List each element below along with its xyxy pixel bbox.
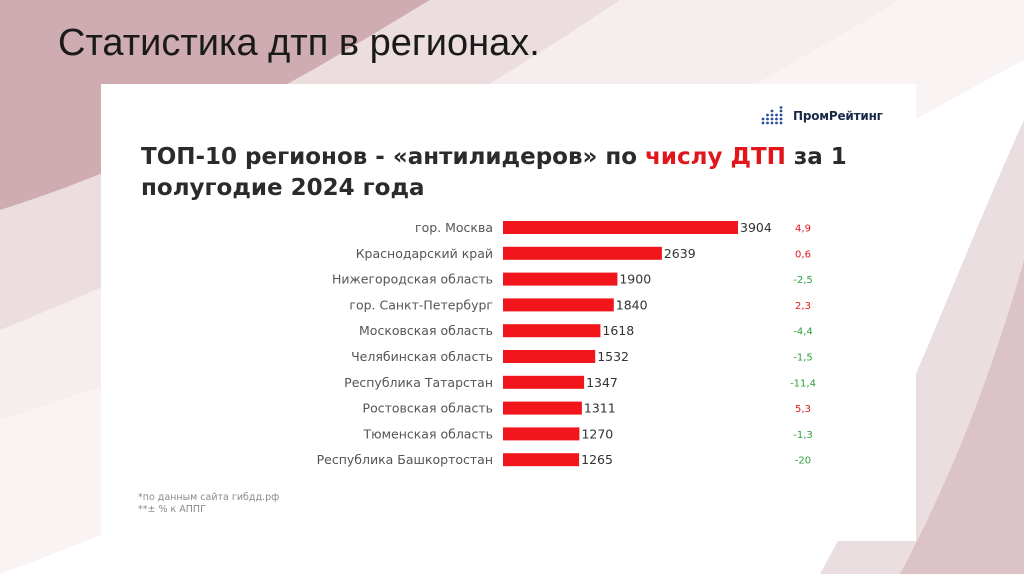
chart-title: ТОП-10 регионов - «антилидеров» по числу… bbox=[141, 142, 881, 204]
bar bbox=[503, 427, 580, 441]
bar bbox=[503, 453, 580, 467]
change-label: 4,9 bbox=[795, 224, 811, 235]
change-label: 2,3 bbox=[795, 301, 811, 312]
change-label: -1,3 bbox=[793, 430, 813, 441]
change-label: 5,3 bbox=[795, 404, 811, 415]
bar-value-label: 1270 bbox=[581, 426, 613, 441]
change-label: 0,6 bbox=[795, 249, 811, 260]
bar-value-label: 1900 bbox=[619, 272, 651, 287]
bar bbox=[503, 246, 662, 260]
bar bbox=[503, 272, 618, 286]
bar-value-label: 1618 bbox=[602, 323, 634, 338]
category-label: гор. Санкт-Петербург bbox=[349, 297, 493, 312]
category-label: гор. Москва bbox=[415, 220, 493, 235]
bar-chart: гор. Москва 3904 4,9 Краснодарский край 2639… bbox=[317, 220, 816, 467]
category-label: Челябинская область bbox=[351, 349, 493, 364]
bar bbox=[503, 298, 614, 312]
bar-value-label: 1840 bbox=[616, 297, 648, 312]
bar bbox=[503, 375, 585, 389]
footnote-source: *по данным сайта гибдд.рф bbox=[138, 492, 280, 503]
bar-value-label: 2639 bbox=[664, 246, 696, 261]
brand-logo: ПромРейтинг bbox=[761, 106, 883, 126]
category-label: Республика Башкортостан bbox=[317, 452, 493, 467]
footnote-legend: **± % к АППГ bbox=[138, 504, 206, 515]
bar bbox=[503, 350, 596, 363]
bar bbox=[503, 324, 601, 338]
footnotes: *по данным сайта гибдд.рф **± % к АППГ bbox=[138, 492, 279, 516]
chart-title-part2: за 1 полугодие 2024 года bbox=[141, 144, 847, 201]
brand-name: ПромРейтинг bbox=[793, 109, 883, 123]
bar-value-label: 3904 bbox=[740, 220, 772, 235]
category-label: Нижегородская область bbox=[332, 272, 493, 287]
slide-title: Статистика дтп в регионах. bbox=[58, 22, 540, 64]
bar-value-label: 1265 bbox=[581, 452, 613, 467]
change-label: -2,5 bbox=[793, 275, 813, 286]
bar-value-label: 1532 bbox=[597, 349, 629, 364]
bar bbox=[503, 401, 582, 415]
category-label: Краснодарский край bbox=[356, 246, 493, 261]
bar bbox=[503, 221, 738, 234]
change-label: -4,4 bbox=[793, 327, 813, 338]
bar-dots-logo-icon bbox=[761, 106, 783, 125]
chart-title-highlight: числу ДТП bbox=[645, 144, 786, 170]
category-label: Московская область bbox=[359, 323, 493, 338]
change-label: -20 bbox=[795, 456, 811, 467]
chart-title-part1: ТОП-10 регионов - «антилидеров» по bbox=[141, 144, 646, 170]
category-label: Тюменская область bbox=[362, 426, 493, 441]
category-label: Ростовская область bbox=[363, 401, 493, 416]
bar-value-label: 1311 bbox=[584, 401, 616, 416]
chart-card: ПромРейтинг ТОП-10 регионов - «антилидер… bbox=[101, 84, 916, 541]
change-label: -1,5 bbox=[793, 353, 813, 364]
change-label: -11,4 bbox=[790, 378, 816, 389]
bar-value-label: 1347 bbox=[586, 375, 618, 390]
category-label: Республика Татарстан bbox=[344, 375, 493, 390]
